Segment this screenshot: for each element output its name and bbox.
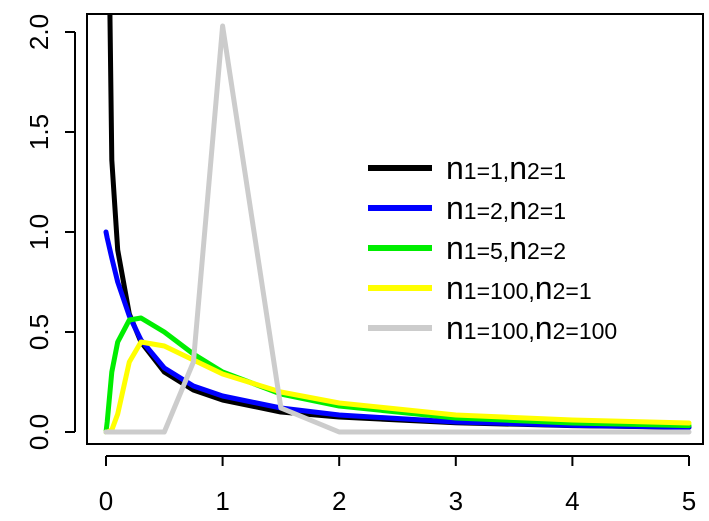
y-tick-label: 0.5 <box>24 314 54 350</box>
series-line-5 <box>103 23 692 435</box>
legend-sub1: 1=1, <box>464 158 509 184</box>
x-tick-label: 1 <box>215 486 229 516</box>
x-tick-label: 0 <box>99 486 113 516</box>
y-tick-label: 1.0 <box>24 214 54 250</box>
legend-sub1: 1=2, <box>464 198 509 224</box>
legend-sub2: 2=1 <box>553 278 592 304</box>
y-tick-label: 2.0 <box>24 14 54 50</box>
legend: n1=1,n2=1n1=2,n2=1n1=5,n2=2n1=100,n2=1n1… <box>368 150 617 346</box>
legend-main: n <box>446 150 464 186</box>
legend-sub1: 1=5, <box>464 238 509 264</box>
series-line-3 <box>103 315 692 435</box>
x-tick-label: 3 <box>449 486 463 516</box>
legend-main: n <box>446 190 464 226</box>
x-tick-label: 4 <box>565 486 579 516</box>
legend-main: n <box>509 190 527 226</box>
legend-label-2: n1=2,n2=1 <box>446 190 566 226</box>
legend-main: n <box>446 310 464 346</box>
legend-sub1: 1=100, <box>464 318 535 344</box>
legend-sub1: 1=100, <box>464 278 535 304</box>
y-tick-label: 1.5 <box>24 114 54 150</box>
series-line-4 <box>103 339 692 435</box>
legend-label-4: n1=100,n2=1 <box>446 270 592 306</box>
legend-sub2: 2=100 <box>553 318 618 344</box>
x-tick-label: 5 <box>682 486 696 516</box>
plot-frame <box>86 13 704 445</box>
y-tick-label: 0.0 <box>24 414 54 450</box>
legend-sub2: 2=1 <box>527 158 566 184</box>
legend-label-5: n1=100,n2=100 <box>446 310 617 346</box>
legend-main: n <box>535 270 553 306</box>
axis-layer: 0 1 2 3 4 5 0.0 0.5 1.0 1.5 2.0 <box>24 14 696 516</box>
legend-main: n <box>509 150 527 186</box>
legend-main: n <box>509 230 527 266</box>
legend-sub2: 2=1 <box>527 198 566 224</box>
legend-label-1: n1=1,n2=1 <box>446 150 566 186</box>
legend-main: n <box>446 230 464 266</box>
legend-label-3: n1=5,n2=2 <box>446 230 566 266</box>
legend-main: n <box>446 270 464 306</box>
series-layer <box>103 14 692 435</box>
legend-main: n <box>535 310 553 346</box>
x-tick-label: 2 <box>332 486 346 516</box>
series-line-2 <box>103 229 692 430</box>
legend-sub2: 2=2 <box>527 238 566 264</box>
